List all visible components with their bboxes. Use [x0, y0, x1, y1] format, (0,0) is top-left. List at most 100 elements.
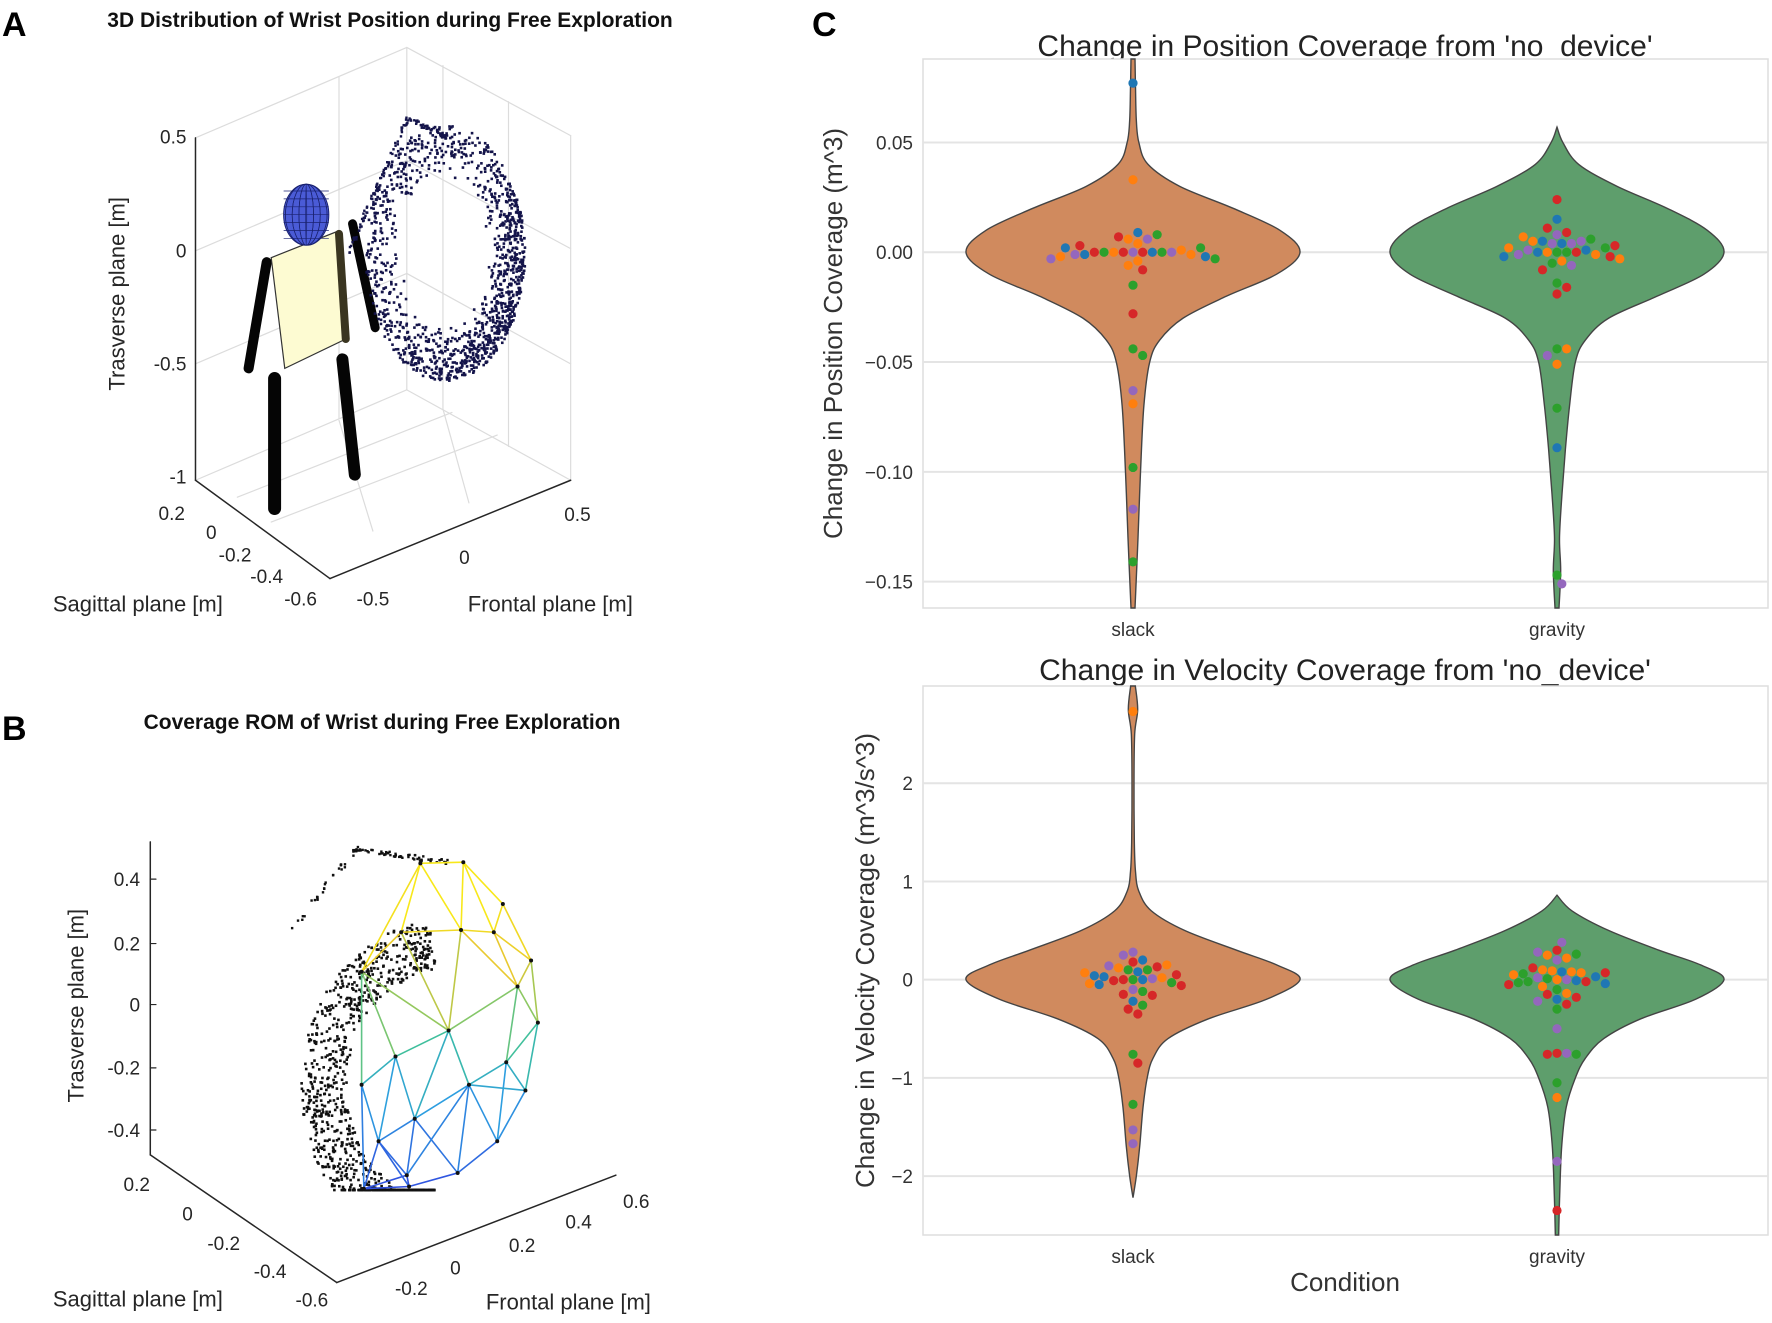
- data-point: [341, 1188, 345, 1192]
- data-point: [384, 850, 388, 854]
- data-point: [340, 1177, 344, 1181]
- data-point: [314, 1076, 317, 1080]
- data-point: [490, 326, 494, 329]
- data-point: [518, 210, 522, 214]
- data-point: [432, 354, 436, 358]
- data-point: [371, 197, 374, 201]
- data-point: [366, 251, 369, 255]
- data-point: [311, 1048, 315, 1052]
- data-point: [413, 336, 417, 339]
- data-point: [374, 256, 377, 259]
- data-point: [307, 1101, 311, 1105]
- data-point: [423, 159, 427, 163]
- data-point: [390, 321, 393, 324]
- data-point: [362, 212, 365, 215]
- data-point: [1615, 254, 1625, 264]
- data-point: [517, 297, 521, 300]
- data-point: [391, 343, 394, 346]
- data-point: [315, 1131, 319, 1135]
- data-point: [447, 357, 450, 361]
- data-point: [317, 1142, 321, 1146]
- data-point: [370, 848, 373, 852]
- violin-slack: [965, 58, 1301, 609]
- data-point: [334, 1129, 338, 1133]
- data-point: [493, 192, 497, 195]
- data-point: [365, 978, 369, 982]
- plot-area: [922, 58, 1769, 609]
- data-point: [371, 961, 375, 965]
- data-point: [385, 951, 389, 954]
- data-point: [357, 1001, 361, 1005]
- data-point: [352, 1021, 355, 1025]
- data-point: [429, 933, 432, 936]
- data-point: [1552, 278, 1562, 288]
- x-tick-label: -0.2: [219, 546, 252, 567]
- data-point: [328, 1093, 331, 1097]
- data-point: [337, 1137, 341, 1141]
- data-point: [310, 1022, 314, 1026]
- human-figure: [243, 183, 380, 515]
- data-point: [410, 186, 413, 190]
- data-point: [1128, 385, 1138, 396]
- data-point: [317, 1150, 320, 1154]
- data-point: [1210, 254, 1220, 264]
- data-point: [315, 1032, 318, 1036]
- data-point: [514, 228, 518, 232]
- data-point: [439, 372, 443, 376]
- data-point: [409, 963, 412, 967]
- data-point: [521, 258, 525, 262]
- data-point: [1167, 247, 1177, 257]
- data-point: [1542, 350, 1552, 361]
- grid-line: [406, 389, 572, 481]
- data-point: [346, 968, 349, 971]
- data-point: [324, 1155, 328, 1159]
- data-point: [403, 336, 407, 339]
- data-point: [367, 270, 371, 273]
- data-point: [508, 226, 512, 230]
- data-point: [390, 982, 394, 985]
- data-point: [1128, 309, 1138, 319]
- data-point: [457, 149, 460, 152]
- data-point: [386, 161, 389, 164]
- data-point: [355, 238, 358, 241]
- data-point: [1552, 1156, 1562, 1166]
- data-point: [472, 356, 476, 360]
- data-point: [467, 161, 470, 165]
- data-point: [417, 137, 421, 141]
- data-point: [474, 360, 477, 363]
- data-point: [300, 1082, 303, 1085]
- data-point: [381, 271, 384, 275]
- data-point: [1600, 243, 1610, 253]
- data-point: [467, 142, 471, 145]
- data-point: [500, 288, 504, 291]
- data-point: [503, 302, 507, 306]
- data-point: [418, 955, 422, 958]
- data-point: [317, 1068, 321, 1071]
- data-point: [411, 973, 415, 977]
- data-point: [454, 375, 457, 379]
- data-point: [402, 123, 405, 127]
- data-point: [418, 171, 422, 174]
- data-point: [499, 238, 502, 241]
- data-point: [496, 338, 500, 341]
- data-point: [398, 938, 402, 941]
- data-point: [504, 310, 507, 313]
- data-point: [505, 291, 508, 294]
- data-point: [1518, 969, 1528, 979]
- mesh-edge: [413, 1117, 459, 1174]
- data-point: [1152, 230, 1162, 240]
- data-point: [465, 154, 468, 158]
- data-point: [351, 983, 354, 986]
- data-point: [389, 151, 392, 155]
- data-point: [428, 349, 432, 352]
- data-point: [1528, 963, 1538, 973]
- mesh-edge: [360, 1084, 380, 1143]
- data-point: [419, 969, 423, 973]
- data-point: [498, 330, 501, 334]
- data-point: [366, 999, 369, 1003]
- data-point: [1176, 245, 1186, 255]
- mesh-vertex: [361, 1186, 366, 1191]
- data-point: [419, 369, 422, 372]
- data-point: [486, 146, 490, 149]
